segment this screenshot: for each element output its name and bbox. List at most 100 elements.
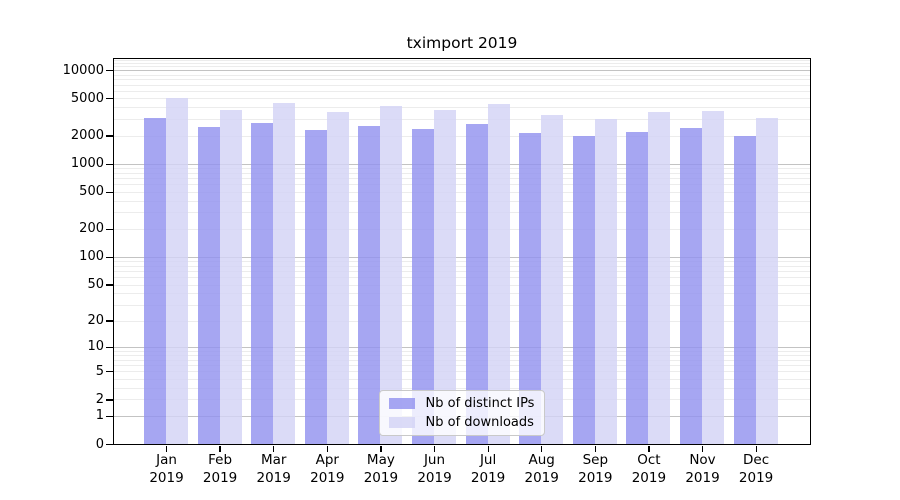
x-tick	[326, 446, 328, 452]
bar-downloads-may	[380, 105, 403, 444]
x-tick	[165, 446, 168, 452]
y-tick	[105, 415, 113, 417]
y-tick	[105, 346, 113, 348]
x-tick	[433, 446, 436, 452]
legend-row-downloads: Nb of downloads	[388, 415, 544, 430]
x-tick-label: Mar 2019	[242, 451, 306, 487]
legend-swatch-downloads-icon	[388, 417, 415, 428]
y-tick	[105, 443, 113, 446]
x-tick-label: Jan 2019	[135, 451, 199, 487]
gridline-minor	[113, 91, 810, 92]
bar-downloads-sep	[594, 118, 617, 444]
gridline-minor	[113, 350, 810, 352]
bar-distinct-ips-may	[358, 126, 381, 444]
gridline-minor	[113, 135, 810, 137]
x-tick-label: Aug 2019	[510, 451, 574, 487]
bar-distinct-ips-mar	[251, 123, 274, 444]
legend: Nb of distinct IPs Nb of downloads	[378, 390, 545, 436]
x-tick	[701, 446, 704, 452]
gridline-minor	[113, 371, 810, 373]
bar-distinct-ips-apr	[304, 129, 327, 444]
y-tick-label: 10000	[62, 62, 104, 78]
y-tick	[105, 371, 113, 373]
bar-downloads-jun	[434, 109, 456, 444]
x-tick-month: Dec	[743, 452, 770, 468]
y-tick	[105, 163, 113, 165]
x-tick-month: Aug	[528, 452, 555, 468]
x-tick	[273, 446, 275, 452]
legend-swatch-distinct-ips-icon	[388, 398, 415, 409]
x-tick-label: Jul 2019	[456, 451, 520, 487]
legend-label-downloads: Nb of downloads	[425, 415, 534, 430]
gridline-minor	[113, 84, 810, 86]
x-tick-year: 2019	[631, 470, 667, 486]
x-tick-month: Mar	[260, 452, 287, 468]
x-tick-label: May 2019	[349, 451, 413, 487]
x-tick-label: Dec 2019	[724, 451, 788, 487]
gridline-minor	[113, 354, 810, 356]
y-tick-label: 5	[95, 363, 104, 379]
x-tick-year: 2019	[685, 470, 720, 486]
x-tick-year: 2019	[578, 470, 613, 486]
x-tick-label: Oct 2019	[617, 451, 681, 487]
x-tick	[487, 446, 489, 452]
legend-row-ips: Nb of distinct IPs	[388, 396, 544, 411]
gridline-minor	[113, 98, 810, 100]
gridline-minor	[113, 212, 810, 214]
y-tick-label: 10	[87, 339, 104, 355]
bar-downloads-feb	[219, 110, 242, 444]
y-tick	[105, 98, 113, 100]
gridline-major	[113, 70, 810, 72]
y-tick	[105, 228, 113, 230]
gridline-major	[113, 256, 810, 258]
y-tick	[105, 399, 113, 401]
bar-distinct-ips-nov	[680, 127, 702, 444]
bar-downloads-jan	[166, 98, 188, 444]
gridline-minor	[113, 304, 810, 306]
x-tick-label: Feb 2019	[188, 451, 252, 487]
y-tick	[105, 256, 113, 258]
gridline-minor	[113, 79, 810, 81]
bar-downloads-mar	[273, 103, 296, 444]
x-tick-year: 2019	[202, 470, 238, 486]
gridline-minor	[113, 119, 810, 121]
gridline-minor	[113, 271, 810, 272]
x-tick-year: 2019	[470, 470, 506, 486]
x-tick-month: Feb	[208, 452, 233, 468]
bar-distinct-ips-aug	[519, 133, 542, 444]
y-tick-label: 200	[79, 221, 104, 237]
gridline-minor	[113, 200, 810, 202]
x-tick-year: 2019	[417, 470, 452, 486]
gridline-minor	[113, 277, 810, 279]
gridline-minor	[113, 378, 810, 380]
gridline-minor	[113, 293, 810, 295]
bar-distinct-ips-dec	[733, 135, 756, 444]
bar-distinct-ips-sep	[572, 135, 595, 444]
x-tick-label: Jun 2019	[403, 451, 467, 487]
x-tick-month: Apr	[315, 452, 339, 468]
bar-distinct-ips-jul	[465, 124, 488, 444]
gridline-minor	[113, 359, 810, 361]
y-tick-label: 1	[95, 408, 104, 424]
x-tick-month: Jun	[423, 452, 446, 468]
y-tick	[105, 135, 113, 137]
gridline-minor	[113, 66, 810, 68]
x-tick-year: 2019	[310, 470, 345, 486]
gridline-minor	[113, 74, 810, 76]
y-tick	[105, 191, 113, 193]
chart-title: tximport 2019	[406, 34, 518, 52]
y-tick-label: 5000	[70, 90, 104, 106]
x-tick	[755, 446, 757, 452]
y-tick	[105, 284, 113, 286]
x-tick	[541, 446, 543, 452]
bar-distinct-ips-jun	[412, 128, 434, 444]
gridline-major	[113, 163, 810, 165]
x-tick	[594, 446, 596, 452]
gridline-minor	[113, 191, 810, 193]
y-tick-label: 20	[87, 313, 104, 328]
x-tick-month: Jan	[156, 452, 177, 468]
y-tick-label: 50	[87, 277, 104, 292]
gridline-minor	[113, 62, 810, 64]
x-tick-month: Sep	[582, 452, 609, 468]
gridline-minor	[113, 365, 810, 366]
